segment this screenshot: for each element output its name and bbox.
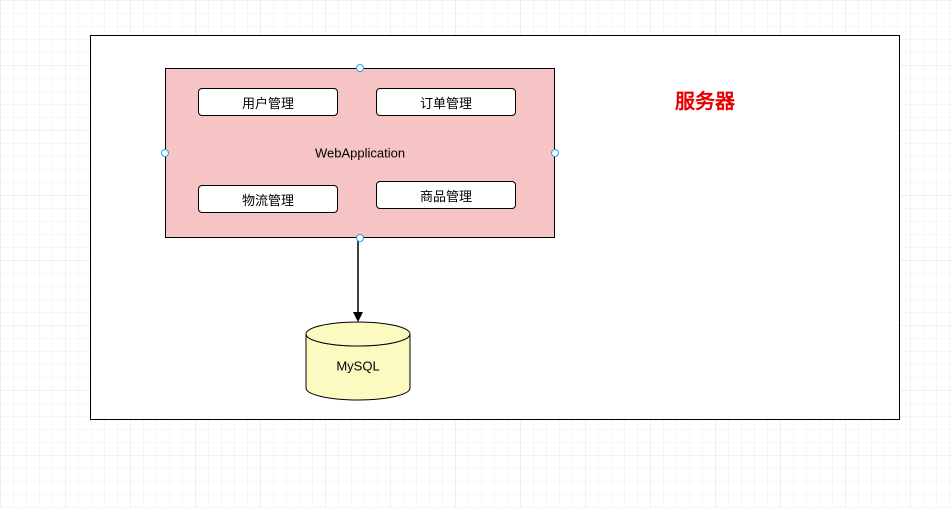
database-label: MySQL [336, 358, 379, 373]
arrow-webapp-to-db [0, 0, 952, 508]
resize-handle-right[interactable] [551, 149, 559, 157]
diagram-canvas: 服务器 WebApplication 用户管理 订单管理 物流管理 商品管理 M… [0, 0, 952, 508]
resize-handle-top[interactable] [356, 64, 364, 72]
resize-handle-left[interactable] [161, 149, 169, 157]
resize-handle-bottom[interactable] [356, 234, 364, 242]
database-cylinder[interactable]: MySQL [306, 322, 410, 400]
